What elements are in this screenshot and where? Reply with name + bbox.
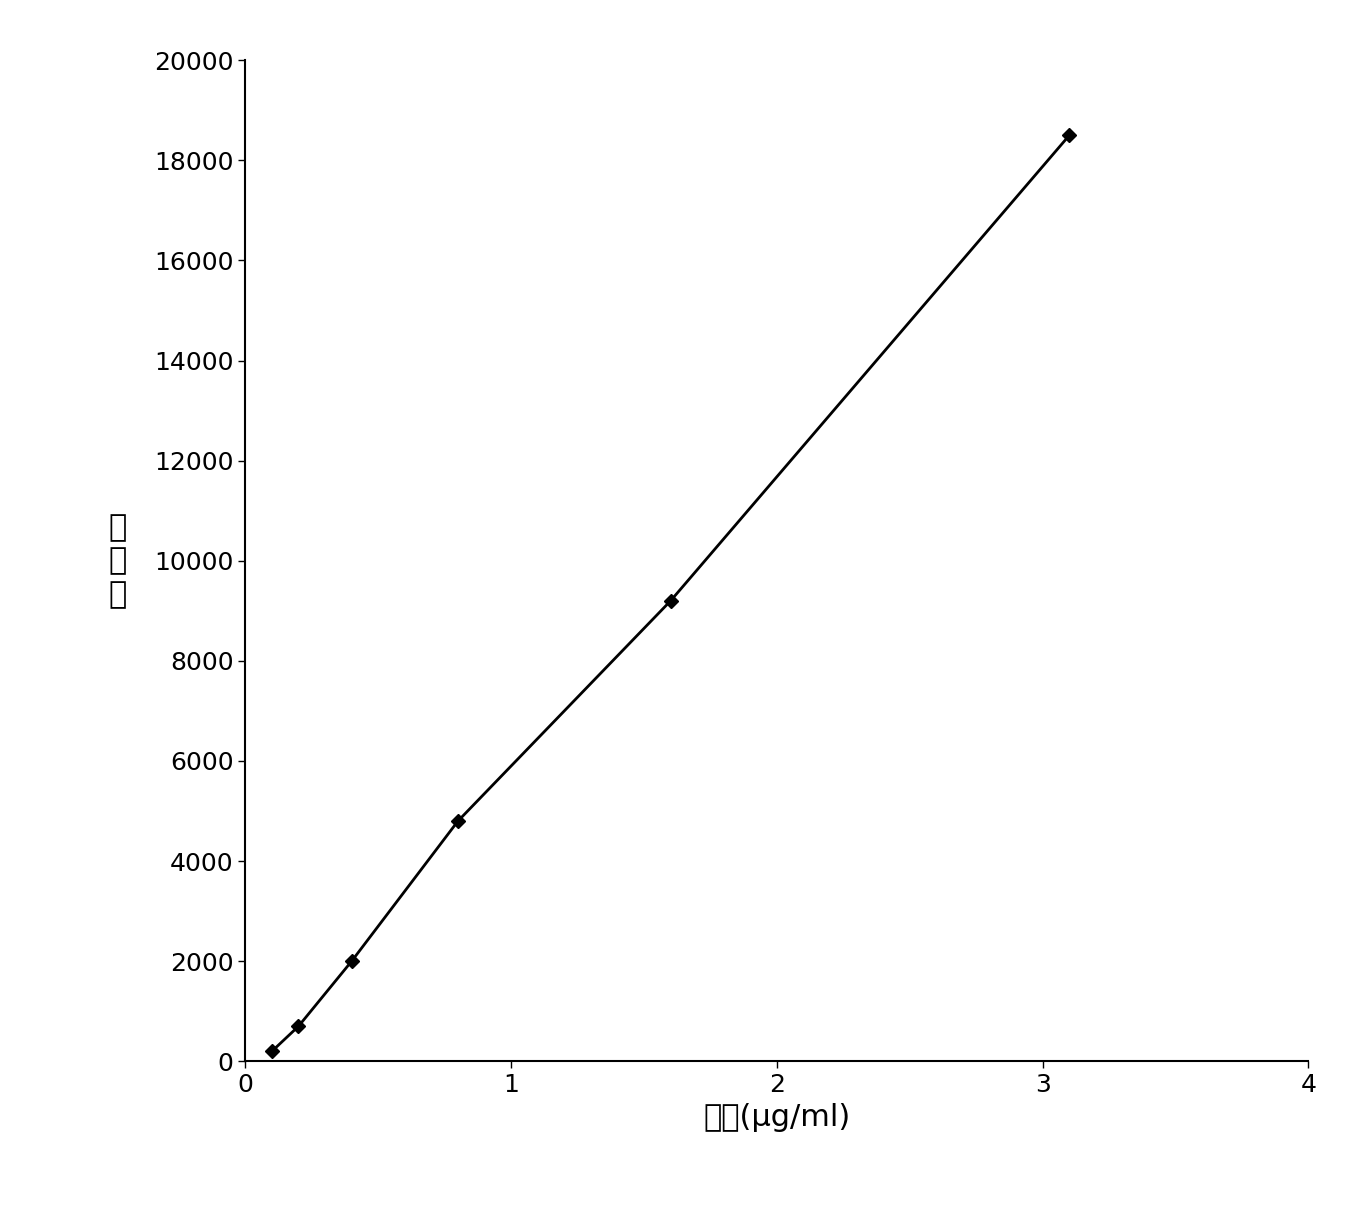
Text: 峰
面
积: 峰 面 积	[109, 513, 127, 609]
X-axis label: 浓度(μg/ml): 浓度(μg/ml)	[703, 1102, 851, 1131]
